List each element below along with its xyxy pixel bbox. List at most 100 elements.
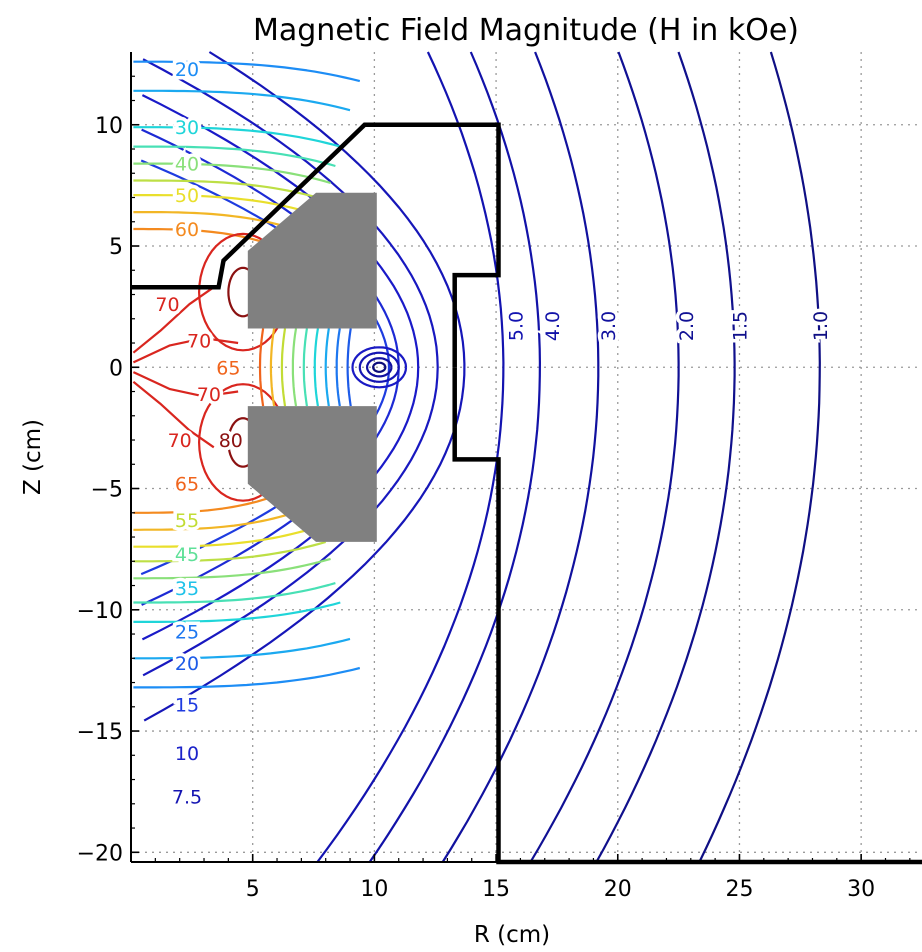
contour-label: 7.5 [172,787,202,809]
contour-label-halo: 25 [175,622,199,644]
contour-line [132,371,239,398]
contour-line [368,51,542,863]
contour-line [133,509,302,531]
contour-label-halo: 2.0 [676,311,698,341]
y-tick-label: −20 [77,841,123,866]
y-tick-label: −10 [77,599,123,624]
contour-line [133,492,283,514]
contour-label-halo: 5.0 [506,311,528,341]
contour-label: 10 [175,743,199,765]
magnet-pole-piece [247,406,377,542]
boundary-upper [131,122,501,368]
contour-label: 15 [175,694,199,716]
y-axis-label: Z (cm) [20,419,46,495]
contour-line [302,328,308,407]
y-tick-label: 0 [109,356,123,381]
contour-line [358,351,400,383]
contour-label-halo: 7.5 [172,787,202,809]
contour-label: 50 [175,185,199,207]
contour-line [280,328,287,407]
contour-label: 70 [197,384,221,406]
contour-label-halo: 15 [175,694,199,716]
contour-labels: 2020303040405050606070707070656570707070… [152,56,835,813]
contour-line [133,666,361,689]
contour-line [372,361,387,373]
contour-line [133,194,317,216]
contour-label-halo: 70 [197,384,221,406]
contour-label: 20 [175,59,199,81]
contour-label: 55 [175,510,199,532]
contour-line [133,145,336,168]
contour-label: 35 [175,578,199,600]
y-tick-label: 5 [109,235,123,260]
contour-label-halo: 70 [187,331,211,353]
x-tick-label: 30 [847,877,875,902]
contour-line [698,51,821,863]
magnet-pole-pieces [247,192,377,542]
x-axis-label: R (cm) [474,922,550,948]
x-tick-label: 15 [482,877,510,902]
contour-label-halo: 50 [175,185,199,207]
contour-line [133,162,331,185]
contour-label: 65 [175,474,199,496]
contour-label: 60 [175,219,199,241]
contour-label: 25 [175,622,199,644]
contour-label-halo: 1.5 [730,311,752,341]
contour-line [291,328,298,407]
contour-label-halo: 35 [175,578,199,600]
x-tick-label: 5 [246,877,260,902]
x-tick-label: 25 [725,877,753,902]
contour-label-halo: 20 [175,653,199,675]
contour-label-halo: 80 [219,430,243,452]
chart-title: Magnetic Field Magnitude (H in kOe) [253,13,799,48]
contour-line [133,526,317,548]
contour-line [313,328,319,407]
contour-line [133,89,351,112]
boundary-lower [452,367,922,865]
x-tick-label: 20 [604,877,632,902]
contour-line [132,380,215,449]
contour-line [133,582,336,604]
contour-line [133,540,327,563]
contour-line [529,51,680,863]
contour-label: 65 [216,357,240,379]
contour-label-halo: 40 [175,154,199,176]
contour-label: 4.0 [542,311,564,341]
contour-label: 20 [175,653,199,675]
contour-label-halo: 65 [216,357,240,379]
contour-label: 2.0 [676,311,698,341]
contour-label-halo: 20 [175,59,199,81]
contour-line [133,227,283,250]
axes [130,52,922,863]
y-tick-label: −15 [77,720,123,745]
contour-line [133,601,341,624]
boundary-outline [131,122,922,865]
contour-label-halo: 3.0 [598,311,620,341]
contour-label: 70 [168,430,192,452]
contour-label: 70 [187,331,211,353]
contour-label-halo: 60 [175,219,199,241]
contour-label-halo: 1.0 [810,311,832,341]
contour-line [324,328,330,407]
contour-line [595,51,736,863]
contour-line [366,357,393,378]
contour-label-halo: 4.0 [542,311,564,341]
contour-label: 40 [175,154,199,176]
contour-label: 1.0 [810,311,832,341]
contour-line [133,60,361,83]
contour-label-halo: 45 [175,544,199,566]
contour-line [258,328,265,407]
y-tick-label: 10 [95,114,123,139]
contour-line [142,58,439,677]
plot-area: 2020303040405050606070707070656570707070… [131,51,922,865]
x-tick-label: 10 [360,877,388,902]
contour-line [335,328,341,407]
magnet-pole-piece [247,192,377,329]
contour-line [132,337,239,364]
contour-label-halo: 65 [175,474,199,496]
contour-label: 80 [219,430,243,452]
contour-label: 45 [175,544,199,566]
contour-line [351,346,408,389]
contour-lines [132,51,821,863]
